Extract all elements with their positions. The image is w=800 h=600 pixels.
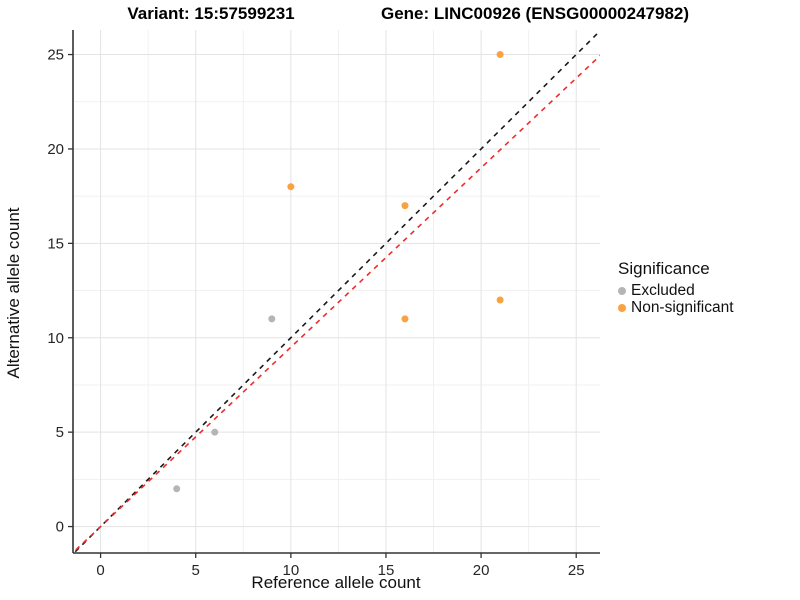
legend-item-label: Non-significant [631, 298, 734, 316]
non-significant-dot-icon [618, 303, 626, 312]
legend-item-excluded: Excluded [618, 282, 734, 299]
excluded-point [173, 485, 181, 493]
panel-background [73, 30, 600, 553]
y-tick-label: 25 [47, 47, 64, 64]
x-tick-label: 0 [96, 562, 104, 579]
excluded-point [211, 428, 219, 436]
excluded-point [268, 315, 276, 323]
variant-title: Variant: 15:57599231 [127, 4, 295, 23]
y-tick-label: 5 [56, 424, 64, 441]
non-significant-point [496, 51, 504, 59]
legend: Significance Excluded Non-significant [618, 259, 734, 316]
y-tick-label: 15 [47, 235, 64, 252]
non-significant-point [496, 296, 504, 304]
legend-item-non-significant: Non-significant [618, 299, 734, 316]
gene-title: Gene: LINC00926 (ENSG00000247982) [380, 4, 690, 23]
x-tick-label: 25 [568, 562, 585, 579]
x-axis-title: Reference allele count [251, 573, 421, 592]
y-tick-label: 10 [47, 330, 64, 347]
y-axis-title: Alternative allele count [4, 207, 23, 379]
legend-item-label: Excluded [631, 281, 695, 299]
non-significant-point [287, 183, 295, 191]
x-tick-label: 5 [192, 562, 200, 579]
y-tick-label: 20 [47, 141, 64, 158]
scatter-plot-panel: 0 5 10 15 20 25 0 5 10 15 20 25 [47, 30, 600, 579]
legend-title: Significance [618, 259, 710, 278]
x-tick-label: 20 [473, 562, 490, 579]
identity-reference-line [73, 30, 600, 553]
y-tick-label: 0 [56, 519, 64, 536]
excluded-dot-icon [618, 286, 626, 295]
x-tick-label: 10 [282, 562, 299, 579]
non-significant-point [401, 202, 409, 210]
x-tick-label: 15 [378, 562, 395, 579]
non-significant-point [401, 315, 409, 323]
